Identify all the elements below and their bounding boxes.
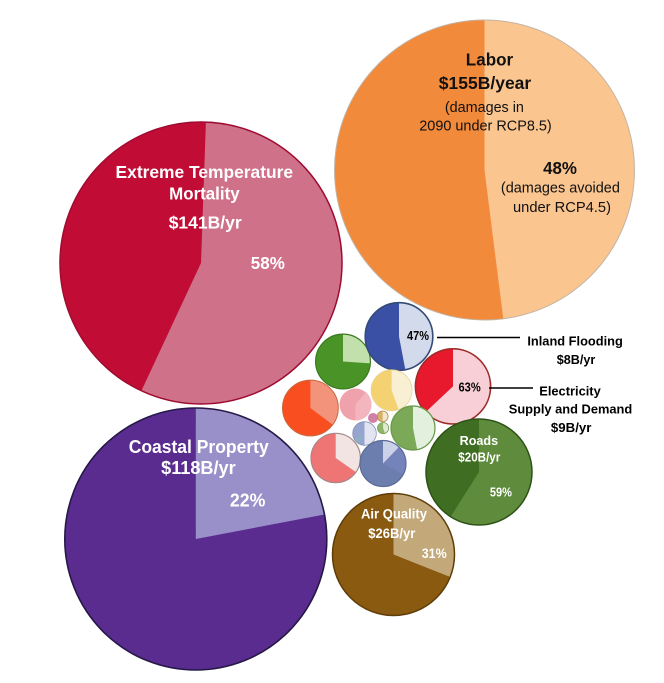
svg-text:(damages in: (damages in [445, 99, 524, 116]
svg-text:$118B/yr: $118B/yr [161, 458, 236, 478]
svg-text:47%: 47% [407, 328, 429, 343]
svg-text:58%: 58% [251, 253, 285, 273]
svg-text:Labor: Labor [466, 50, 514, 70]
svg-text:under RCP4.5): under RCP4.5) [513, 199, 611, 216]
svg-text:48%: 48% [543, 158, 577, 178]
svg-text:Roads: Roads [460, 433, 499, 448]
svg-text:59%: 59% [490, 485, 512, 500]
svg-text:Mortality: Mortality [169, 183, 240, 203]
svg-text:Coastal Property: Coastal Property [129, 437, 269, 457]
svg-text:(damages avoided: (damages avoided [501, 180, 620, 197]
svg-text:31%: 31% [422, 546, 447, 561]
svg-text:Electricity: Electricity [539, 383, 601, 398]
svg-text:63%: 63% [459, 379, 482, 394]
svg-text:$155B/year: $155B/year [439, 73, 532, 93]
svg-text:Inland Flooding: Inland Flooding [527, 334, 623, 349]
svg-text:22%: 22% [230, 491, 266, 511]
svg-text:$20B/yr: $20B/yr [458, 450, 500, 465]
svg-text:$26B/yr: $26B/yr [368, 526, 416, 541]
svg-text:2090 under RCP8.5): 2090 under RCP8.5) [419, 118, 552, 135]
svg-text:$141B/yr: $141B/yr [169, 213, 242, 233]
svg-text:$9B/yr: $9B/yr [551, 420, 592, 435]
svg-text:$8B/yr: $8B/yr [557, 352, 596, 367]
svg-text:Extreme Temperature: Extreme Temperature [116, 162, 294, 182]
svg-text:Supply and Demand: Supply and Demand [509, 402, 633, 417]
svg-text:Air Quality: Air Quality [361, 507, 427, 522]
